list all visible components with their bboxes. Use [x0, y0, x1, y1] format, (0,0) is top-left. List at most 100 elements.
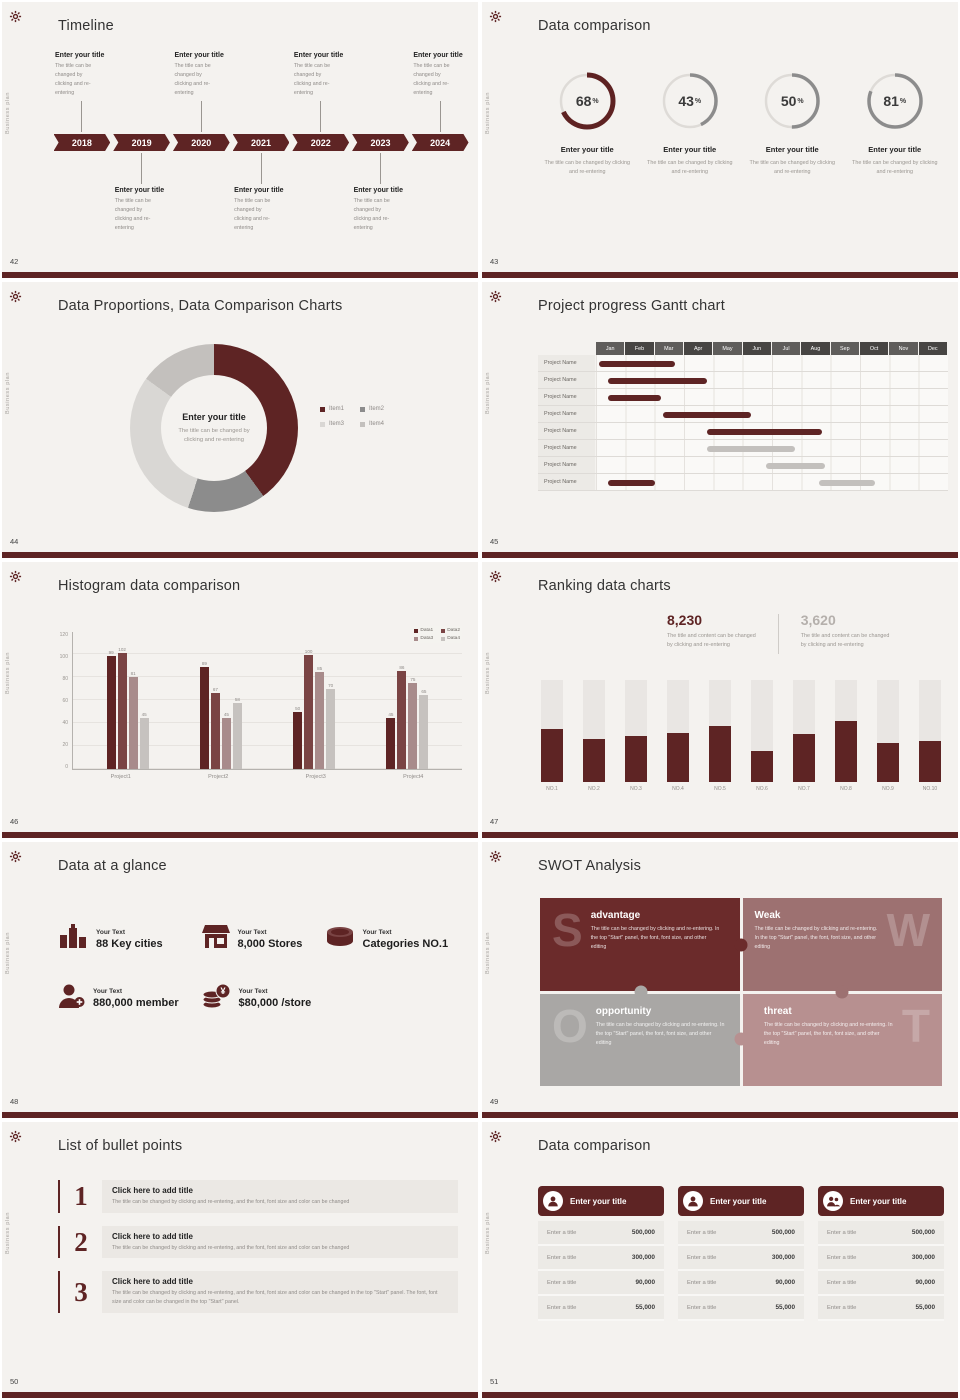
row-value: 55,000: [635, 1304, 655, 1311]
row-value: 90,000: [775, 1279, 795, 1286]
timeline-entry-desc: The title can be changed by: [234, 198, 271, 213]
gear-icon: [9, 850, 22, 863]
donut-ring: 81%: [864, 70, 926, 132]
person-icon: [683, 1191, 703, 1211]
stat-item: Your Text Categories NO.1: [325, 924, 469, 955]
swot-quadrant-advantage: S advantage The title can be changed by …: [540, 898, 740, 991]
slide-title: List of bullet points: [58, 1138, 183, 1154]
card-data-row: Enter a title 300,000: [538, 1246, 664, 1271]
slide-46-histogram[interactable]: Histogram data comparison 120 100 80 60 40 20…: [2, 562, 478, 838]
timeline-entry-desc: clicking and re-entering: [114, 216, 151, 231]
timeline-connector: [200, 101, 202, 132]
ranking-fill: [541, 728, 563, 782]
slide-47-ranking[interactable]: Ranking data charts 8,230 The title and …: [482, 562, 958, 838]
y-tick-label: 100: [59, 654, 68, 660]
donut-desc: The title can be changed by clicking and…: [544, 160, 630, 175]
row-value: 90,000: [915, 1279, 935, 1286]
gantt-bar: [707, 428, 822, 435]
sidebar-vertical-text: Business plan: [5, 932, 11, 975]
slide-45-gantt[interactable]: Project progress Gantt chart Jan Feb Mar Ap…: [482, 282, 958, 558]
row-label: Enter a title: [547, 1254, 577, 1261]
row-label: Enter a title: [547, 1279, 577, 1286]
page-number: 49: [490, 1097, 499, 1106]
stat-item: Your Text 880,000 member: [58, 983, 202, 1014]
timeline-entry-title: Enter your title: [353, 187, 403, 194]
legend-item: Data2: [441, 628, 460, 633]
slide-51-data-comparison[interactable]: Data comparison Enter your title Enter a …: [482, 1122, 958, 1398]
timeline-cell: Enter your title The title can be changed…: [291, 52, 351, 132]
footer-accent-bar: [482, 1112, 958, 1118]
gantt-corner: [538, 342, 596, 355]
gantt-month-header: Dec: [918, 342, 948, 355]
sidebar-vertical-text: Business plan: [5, 1212, 11, 1255]
legend-label: Item3: [329, 421, 345, 427]
ranking-column: NO.3: [624, 680, 648, 802]
stat-label: Your Text: [362, 929, 392, 936]
card-title: Enter your title: [710, 1196, 767, 1206]
ranking-track: [919, 680, 941, 782]
comparison-card: Enter your title Enter a title 500,000 Ente…: [818, 1186, 944, 1321]
timeline-entry-title: Enter your title: [114, 187, 165, 194]
gear-icon: [489, 290, 502, 303]
gantt-bar: [607, 377, 708, 384]
slide-48-data-at-a-glance[interactable]: Data at a glance Your Text 88 Key cities…: [2, 842, 478, 1118]
timeline-entry: Enter your title The title can be changed…: [115, 187, 169, 233]
slide-44-data-proportions[interactable]: Data Proportions, Data Comparison Charts…: [2, 282, 478, 558]
card-title: Enter your title: [850, 1196, 907, 1206]
slide-title: Data Proportions, Data Comparison Charts: [58, 298, 343, 314]
ranking-label: NO.1: [546, 786, 558, 792]
sidebar-vertical-text: Business plan: [5, 652, 11, 695]
donut-percent: 43%: [678, 93, 702, 109]
puzzle-tab: [734, 1032, 748, 1046]
histogram-bar: [315, 671, 325, 769]
slide-title: Data comparison: [538, 18, 651, 34]
legend-item: Item1: [320, 406, 344, 412]
gantt-month-header: Sep: [830, 342, 860, 355]
page-number: 51: [490, 1377, 499, 1386]
ranking-track: [751, 680, 773, 782]
bar-value-label: 102: [118, 646, 126, 652]
histogram-bar-slot: 89: [199, 632, 209, 769]
legend-label: Item1: [329, 406, 345, 412]
bullet-body: Click here to add title The title can be …: [102, 1225, 458, 1259]
row-value: 500,000: [911, 1229, 935, 1236]
headline-desc: by clicking and re-entering: [667, 641, 730, 648]
slide-43-data-comparison[interactable]: Data comparison 68% Enter your title The t…: [482, 2, 958, 278]
slide-50-bullet-list[interactable]: List of bullet points 1 Click here to add…: [2, 1122, 478, 1398]
ranking-label: NO.8: [840, 786, 852, 792]
bar-value-label: 99: [108, 649, 114, 655]
row-value: 55,000: [775, 1304, 795, 1311]
donut-item: 50% Enter your title The title can be chan…: [741, 70, 844, 177]
ranking-fill: [709, 725, 731, 782]
gear-icon: [9, 1130, 22, 1143]
stat-item: Your Text 88 Key cities: [58, 924, 202, 955]
donut-title: Enter your title: [765, 145, 819, 154]
row-value: 500,000: [771, 1229, 795, 1236]
gantt-bar: [818, 479, 875, 486]
legend-label: Data4: [447, 636, 460, 641]
ranking-fill: [835, 720, 857, 782]
footer-accent-bar: [482, 272, 958, 278]
gantt-month-header: Feb: [625, 342, 655, 355]
swot-letter: O: [552, 999, 588, 1052]
card-data-row: Enter a title 500,000: [538, 1221, 664, 1246]
slide-49-swot[interactable]: SWOT Analysis S advantage The title can …: [482, 842, 958, 1118]
gantt-chart: Jan Feb Mar Apr May Jun Jul Aug Sep Oct Nov Dec Proj…: [538, 342, 948, 491]
ranking-label: NO.7: [798, 786, 810, 792]
headline-desc: by clicking and re-entering: [800, 641, 864, 648]
gantt-row-label: Project Name: [538, 406, 596, 422]
histogram-bar-slot: 99: [106, 632, 116, 769]
donut-item: 68% Enter your title The title can be chan…: [536, 70, 639, 177]
ranking-column: NO.4: [666, 680, 690, 802]
slide-42-timeline[interactable]: Timeline Enter your title The title can b…: [2, 2, 478, 278]
bullet-list: 1 Click here to add title The title can be…: [58, 1180, 458, 1313]
donut-item: 43% Enter your title The title can be chan…: [639, 70, 742, 177]
histogram-bar: [221, 717, 231, 769]
comparison-card: Enter your title Enter a title 500,000 Ente…: [538, 1186, 664, 1321]
card-data-row: Enter a title 55,000: [818, 1296, 944, 1321]
legend-label: Item2: [369, 406, 385, 412]
bullet-item: 1 Click here to add title The title can be…: [58, 1180, 458, 1213]
legend-label: Item4: [369, 421, 385, 427]
row-label: Enter a title: [547, 1304, 577, 1311]
